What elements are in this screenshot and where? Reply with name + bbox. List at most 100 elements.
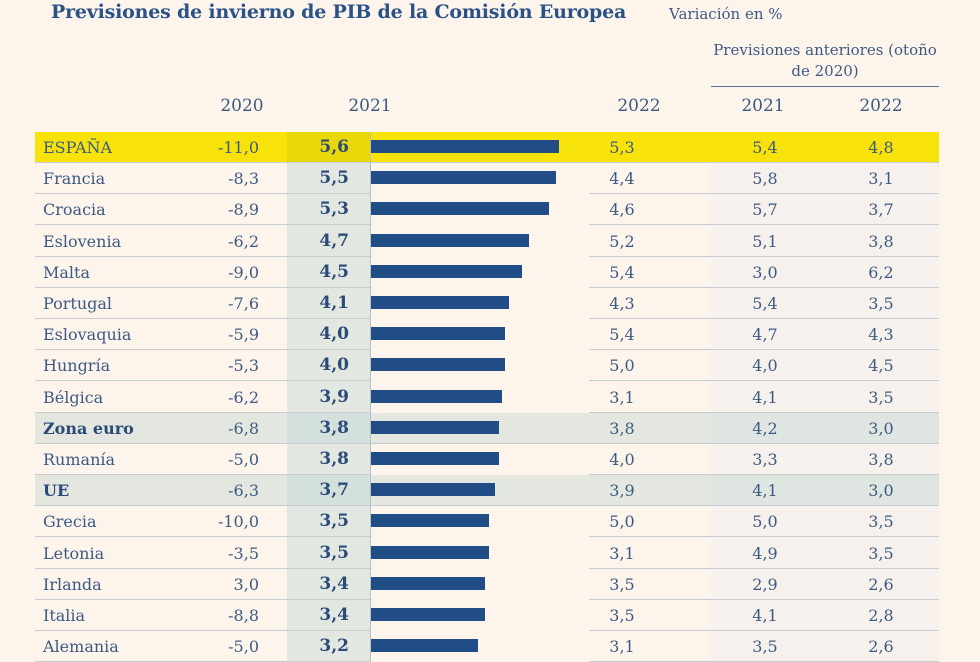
table-row: Alemania -5,0 3,2 3,1 3,5 2,6 (35, 631, 939, 662)
value-2020: -5,0 (228, 450, 259, 469)
column-header-prev-2022: 2022 (859, 96, 903, 116)
prev-value-2021: 4,7 (752, 325, 778, 345)
prev-value-2021: 3,3 (752, 450, 778, 469)
table-row: Malta -9,0 4,5 5,4 3,0 6,2 (35, 257, 939, 288)
prev-value-2022: 3,7 (868, 200, 894, 220)
prev-value-2021: 4,9 (752, 543, 778, 563)
row-divider (589, 349, 939, 351)
bar-2021 (371, 545, 489, 559)
row-divider (35, 255, 371, 257)
bar-2021 (371, 233, 529, 247)
value-2022: 5,2 (609, 231, 635, 251)
row-divider (35, 286, 371, 288)
country-name: Alemania (43, 637, 119, 657)
bar-2021 (371, 420, 499, 434)
value-2020: -6,8 (228, 418, 259, 438)
prev-value-2022: 4,8 (868, 138, 894, 157)
value-2022: 5,4 (609, 325, 635, 345)
country-name: Irlanda (43, 574, 102, 594)
highlight-2021-cell (287, 132, 370, 163)
previous-forecasts-divider (711, 86, 939, 87)
row-divider (35, 318, 371, 319)
value-2021: 4,0 (319, 355, 349, 376)
value-2020: -5,0 (228, 637, 259, 657)
value-2021: 5,3 (319, 199, 349, 220)
country-name: Bélgica (43, 387, 104, 407)
value-2021: 3,5 (319, 542, 349, 563)
row-divider (35, 349, 371, 351)
country-name: UE (43, 481, 70, 501)
row-divider (589, 255, 939, 257)
prev-value-2021: 5,1 (752, 231, 778, 251)
country-name: Zona euro (43, 418, 134, 438)
value-2020: -8,9 (228, 200, 259, 220)
prev-value-2021: 4,2 (752, 418, 778, 438)
table-row: Irlanda 3,0 3,4 3,5 2,9 2,6 (35, 569, 939, 600)
value-2022: 3,5 (609, 606, 635, 625)
row-divider (35, 193, 371, 195)
row-divider (589, 380, 939, 382)
prev-value-2022: 4,3 (868, 325, 894, 345)
previous-forecasts-header: Previsiones anteriores (otoño de 2020) (713, 41, 937, 80)
value-2022: 3,5 (609, 574, 635, 594)
bar-2021 (371, 639, 479, 653)
value-2021: 4,0 (319, 324, 349, 345)
bar-2021 (371, 202, 549, 216)
value-2022: 5,3 (609, 138, 635, 157)
bar-2021 (371, 389, 502, 403)
row-divider (589, 286, 939, 288)
value-2022: 4,0 (609, 450, 635, 469)
bar-2021 (371, 514, 489, 528)
row-divider (35, 224, 371, 226)
value-2022: 3,1 (609, 387, 635, 407)
prev-value-2022: 2,8 (868, 606, 894, 625)
value-2021: 3,7 (319, 480, 349, 501)
value-2022: 4,4 (609, 169, 635, 189)
row-divider (35, 536, 371, 538)
value-2022: 3,1 (609, 543, 635, 563)
bar-axis-line (370, 132, 371, 661)
country-name: Croacia (43, 200, 106, 220)
prev-value-2022: 2,6 (868, 574, 894, 594)
value-2021: 4,1 (319, 293, 349, 313)
prev-value-2021: 4,0 (752, 356, 778, 376)
table-row: Letonia -3,5 3,5 3,1 4,9 3,5 (35, 538, 939, 569)
prev-value-2021: 5,4 (752, 294, 778, 313)
value-2021: 5,6 (319, 137, 349, 157)
row-divider (589, 536, 939, 538)
table-row: UE -6,3 3,7 3,9 4,1 3,0 (35, 475, 939, 507)
value-2020: -7,6 (228, 294, 259, 313)
column-header-2020: 2020 (220, 96, 264, 116)
prev-value-2022: 3,5 (868, 387, 894, 407)
value-2022: 5,0 (609, 356, 635, 376)
value-2021: 3,9 (319, 386, 349, 407)
value-2020: -8,3 (228, 169, 259, 189)
country-name: Grecia (43, 512, 97, 532)
bar-2021 (371, 576, 486, 590)
country-name: Italia (43, 606, 86, 625)
prev-value-2021: 4,1 (752, 606, 778, 625)
prev-value-2022: 6,2 (868, 262, 894, 282)
prev-value-2022: 4,5 (868, 356, 894, 376)
value-2020: -6,2 (228, 387, 259, 407)
prev-value-2022: 3,8 (868, 450, 894, 469)
table-row: Portugal -7,6 4,1 4,3 5,4 3,5 (35, 288, 939, 319)
country-name: Rumanía (43, 450, 116, 469)
country-name: Eslovenia (43, 231, 122, 251)
value-2022: 4,6 (609, 200, 635, 220)
prev-value-2021: 3,0 (752, 262, 778, 282)
country-name: Hungría (43, 356, 111, 376)
value-2020: -6,3 (228, 481, 259, 501)
bar-2021 (371, 171, 556, 185)
value-2020: -9,0 (228, 262, 259, 282)
value-2022: 5,0 (609, 512, 635, 532)
column-header-2022: 2022 (617, 96, 661, 116)
value-2020: 3,0 (233, 574, 259, 594)
bar-2021 (371, 296, 509, 309)
table-row: Eslovaquia -5,9 4,0 5,4 4,7 4,3 (35, 319, 939, 351)
row-divider (589, 411, 939, 413)
prev-value-2022: 3,5 (868, 512, 894, 532)
prev-value-2022: 3,0 (868, 418, 894, 438)
value-2021: 3,8 (319, 417, 349, 438)
prev-value-2022: 2,6 (868, 637, 894, 657)
